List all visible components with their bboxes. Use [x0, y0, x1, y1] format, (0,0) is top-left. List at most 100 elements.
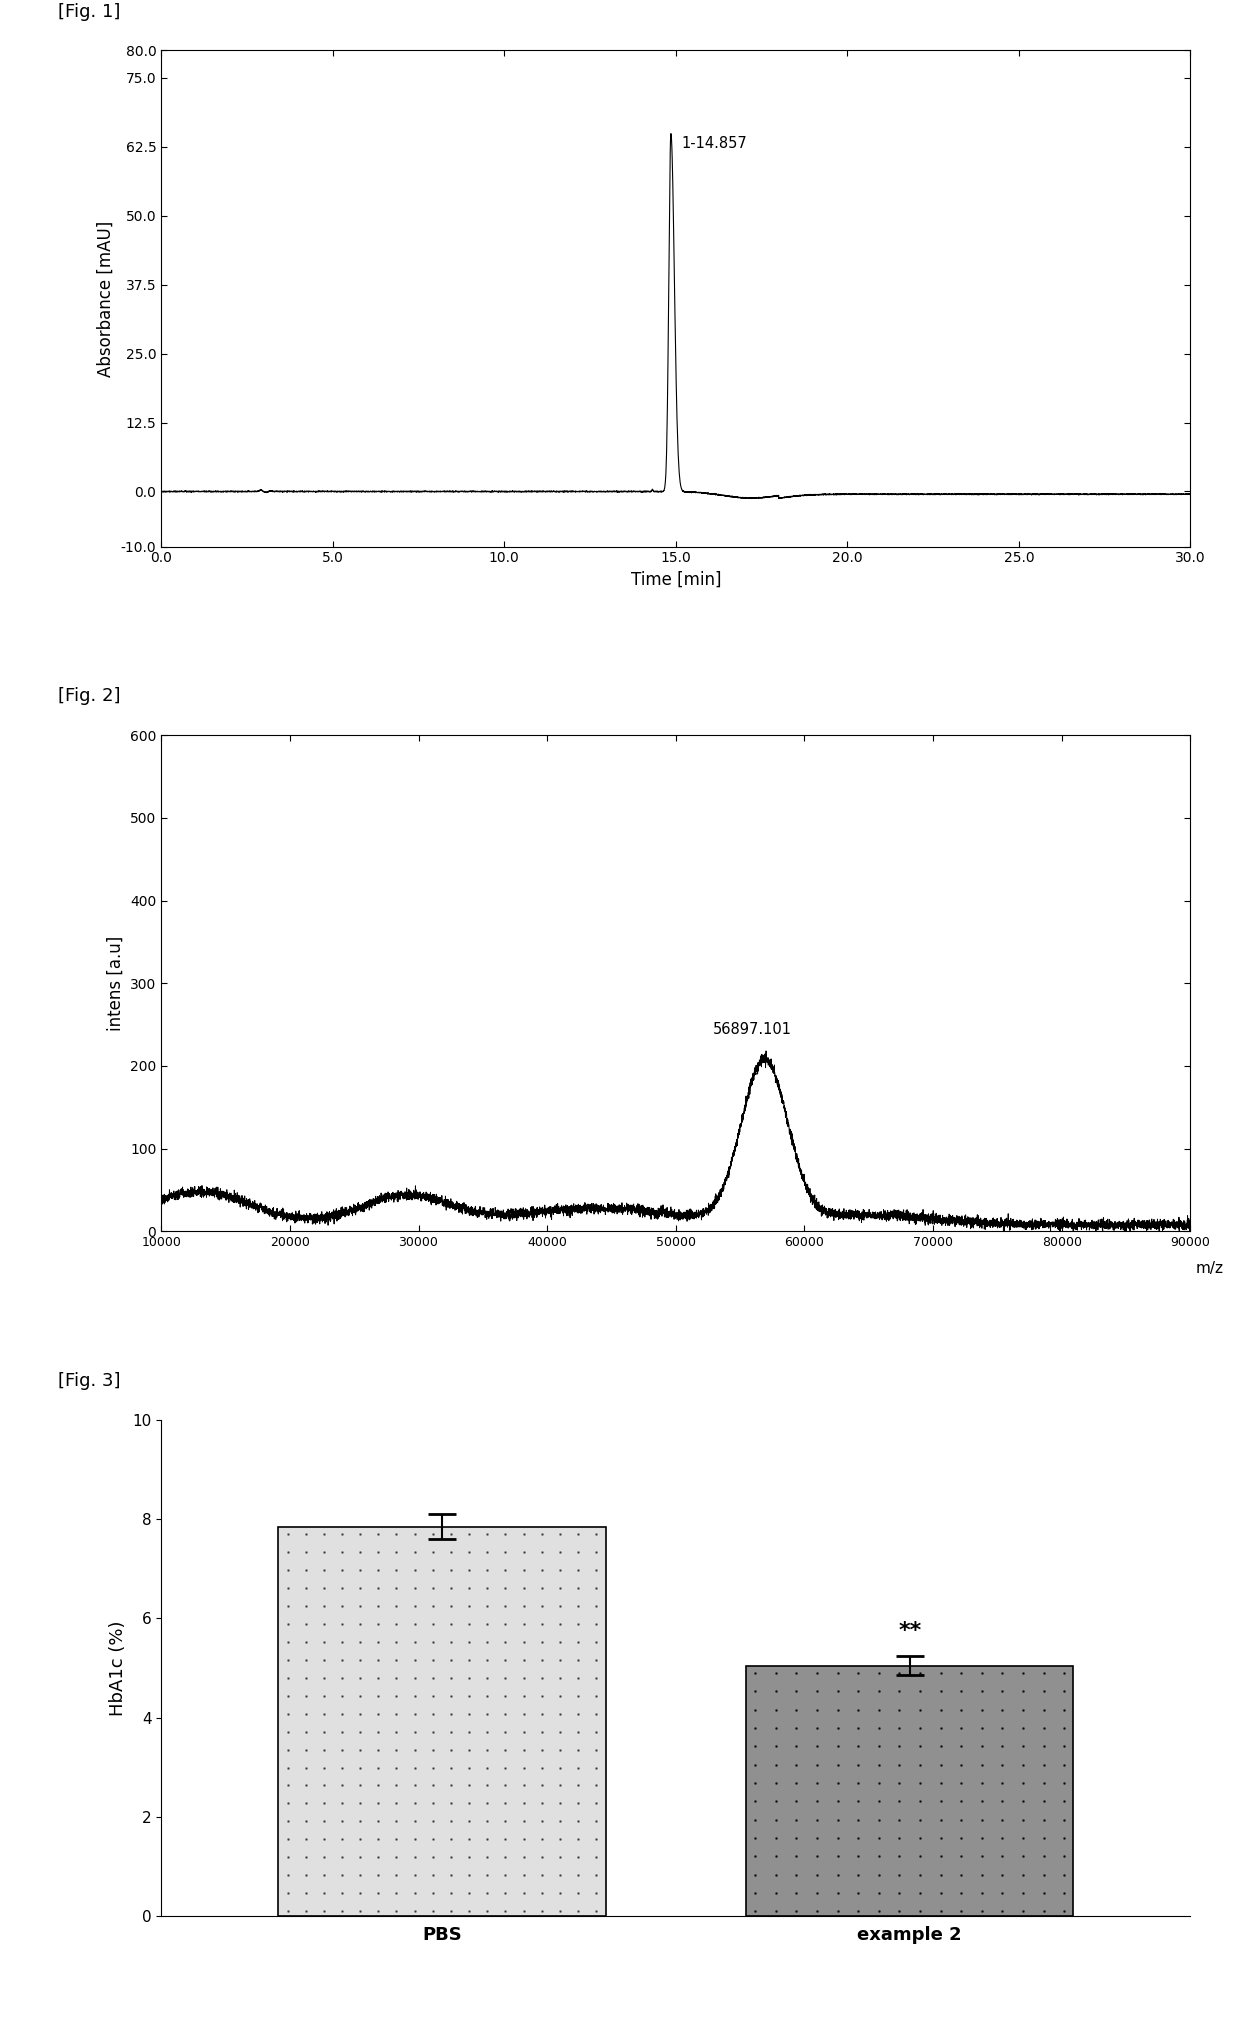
Point: [992, 1896, 1012, 1928]
Point: [766, 1731, 786, 1763]
Point: [568, 1608, 588, 1640]
Point: [1054, 1676, 1074, 1708]
Point: [513, 1680, 533, 1712]
Point: [786, 1712, 806, 1745]
Point: [931, 1767, 951, 1799]
Point: [587, 1626, 606, 1658]
Point: [889, 1876, 909, 1908]
Point: [278, 1787, 298, 1819]
Point: [745, 1896, 765, 1928]
Point: [332, 1535, 352, 1567]
Point: [477, 1878, 497, 1910]
Point: [513, 1626, 533, 1658]
Point: [532, 1662, 552, 1694]
Point: [332, 1626, 352, 1658]
Point: [423, 1535, 443, 1567]
Point: [314, 1698, 334, 1731]
Point: [477, 1751, 497, 1783]
Point: [992, 1656, 1012, 1688]
Point: [889, 1858, 909, 1890]
Point: [314, 1787, 334, 1819]
Point: [568, 1769, 588, 1801]
Point: [992, 1803, 1012, 1835]
Point: [869, 1676, 889, 1708]
Point: [441, 1680, 461, 1712]
Point: [807, 1749, 827, 1781]
Point: [513, 1644, 533, 1676]
Point: [278, 1823, 298, 1856]
Point: [889, 1676, 909, 1708]
Point: [1013, 1858, 1033, 1890]
Point: [368, 1751, 388, 1783]
Point: [786, 1731, 806, 1763]
Point: [423, 1626, 443, 1658]
Point: [296, 1860, 316, 1892]
Point: [869, 1896, 889, 1928]
Point: [332, 1896, 352, 1928]
Point: [532, 1680, 552, 1712]
Point: [1013, 1840, 1033, 1872]
Point: [496, 1769, 516, 1801]
Point: [992, 1821, 1012, 1854]
Point: [368, 1571, 388, 1604]
Point: [296, 1896, 316, 1928]
Point: [568, 1787, 588, 1819]
Point: [404, 1519, 424, 1551]
Point: [568, 1878, 588, 1910]
Point: [1034, 1656, 1054, 1688]
Point: [1034, 1767, 1054, 1799]
Point: [532, 1608, 552, 1640]
Point: [786, 1821, 806, 1854]
Point: [314, 1896, 334, 1928]
Point: [551, 1805, 570, 1837]
Point: [910, 1694, 930, 1727]
Point: [532, 1535, 552, 1567]
Point: [496, 1842, 516, 1874]
Point: [568, 1896, 588, 1928]
Point: [513, 1860, 533, 1892]
Point: [910, 1821, 930, 1854]
Point: [568, 1680, 588, 1712]
Point: [368, 1805, 388, 1837]
Point: [532, 1571, 552, 1604]
Point: [423, 1896, 443, 1928]
Point: [1034, 1858, 1054, 1890]
Point: [314, 1751, 334, 1783]
Point: [568, 1644, 588, 1676]
Point: [807, 1731, 827, 1763]
Point: [459, 1680, 479, 1712]
Point: [423, 1733, 443, 1765]
Point: [368, 1733, 388, 1765]
Point: [496, 1896, 516, 1928]
Point: [568, 1823, 588, 1856]
Point: [551, 1519, 570, 1551]
Point: [278, 1680, 298, 1712]
Point: [404, 1608, 424, 1640]
Point: [786, 1767, 806, 1799]
Point: [332, 1644, 352, 1676]
Point: [332, 1787, 352, 1819]
Point: [477, 1626, 497, 1658]
Point: [745, 1821, 765, 1854]
Point: [496, 1805, 516, 1837]
Point: [587, 1571, 606, 1604]
Point: [278, 1535, 298, 1567]
Point: [910, 1803, 930, 1835]
Point: [296, 1571, 316, 1604]
Point: [404, 1751, 424, 1783]
Point: [551, 1769, 570, 1801]
Point: [786, 1840, 806, 1872]
Point: [423, 1769, 443, 1801]
Point: [387, 1519, 407, 1551]
Point: [551, 1733, 570, 1765]
Point: [332, 1608, 352, 1640]
Point: [992, 1767, 1012, 1799]
Point: [350, 1842, 370, 1874]
Point: [404, 1644, 424, 1676]
Point: [910, 1876, 930, 1908]
Point: [314, 1823, 334, 1856]
Point: [387, 1878, 407, 1910]
Point: [869, 1821, 889, 1854]
Point: [766, 1803, 786, 1835]
Point: [441, 1589, 461, 1622]
